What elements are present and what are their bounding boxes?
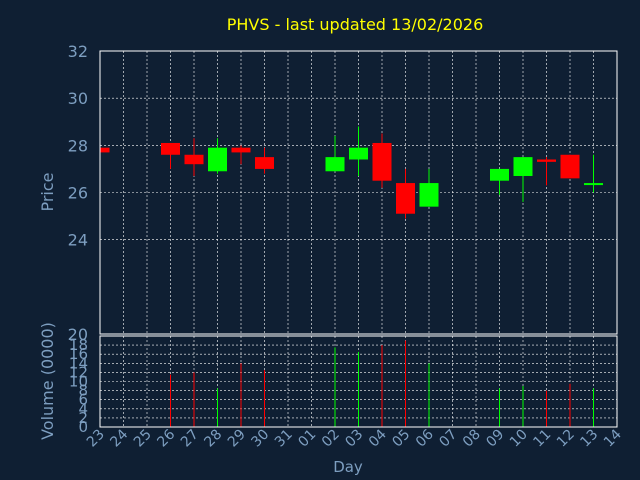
price-tick-label: 26 [68, 184, 88, 203]
candles [99, 126, 603, 219]
volume-tick-label: 2 [78, 409, 88, 427]
volume-bars [170, 340, 594, 427]
candle-body [396, 183, 415, 214]
price-tick-label: 28 [68, 136, 88, 155]
chart-title: PHVS - last updated 13/02/2026 [227, 15, 484, 34]
volume-tick-label: 6 [78, 391, 88, 409]
candle-body [490, 168, 509, 181]
price-tick-label: 32 [68, 42, 88, 61]
volume-tick-label: 8 [78, 382, 88, 400]
price-tick-label: 30 [68, 89, 88, 108]
volume-tick-label: 14 [69, 354, 88, 372]
volume-panel-frame [99, 335, 618, 428]
volume-tick-label: 10 [69, 373, 88, 391]
candle-body [231, 147, 251, 153]
price-panel-frame [99, 50, 618, 335]
candle-body [537, 159, 556, 162]
volume-tick-label: 4 [78, 400, 88, 418]
volume-tick-label: 12 [69, 363, 88, 381]
candle-body [513, 157, 533, 176]
price-tick-label: 20 [68, 325, 88, 344]
candle-body [161, 142, 180, 155]
candle-body [372, 142, 392, 181]
x-ticks: 23 24 25 26 27 28 29 30 31 01 02 03 04 05 06 07 08 09 10 11… [84, 426, 625, 450]
price-tick-label: 24 [68, 231, 88, 250]
volume-tick-label: 18 [69, 336, 88, 354]
volume-tick-label: 16 [69, 345, 88, 363]
candle-body [255, 157, 274, 169]
candle-body [208, 147, 227, 172]
volume-axis-label: Volume (0000) [38, 322, 57, 440]
candle-body [184, 154, 204, 165]
candle-body [419, 183, 439, 207]
candle-body [560, 154, 580, 179]
candle-body [349, 147, 368, 160]
candle-body [325, 157, 345, 172]
price-y-ticks: 32 30 28 26 24 20 [68, 42, 88, 344]
x-axis-label: Day [333, 458, 363, 476]
candle-body [584, 183, 603, 186]
price-axis-label: Price [38, 172, 57, 211]
volume-tick-label: 0 [78, 418, 88, 436]
candle-body [100, 147, 110, 153]
